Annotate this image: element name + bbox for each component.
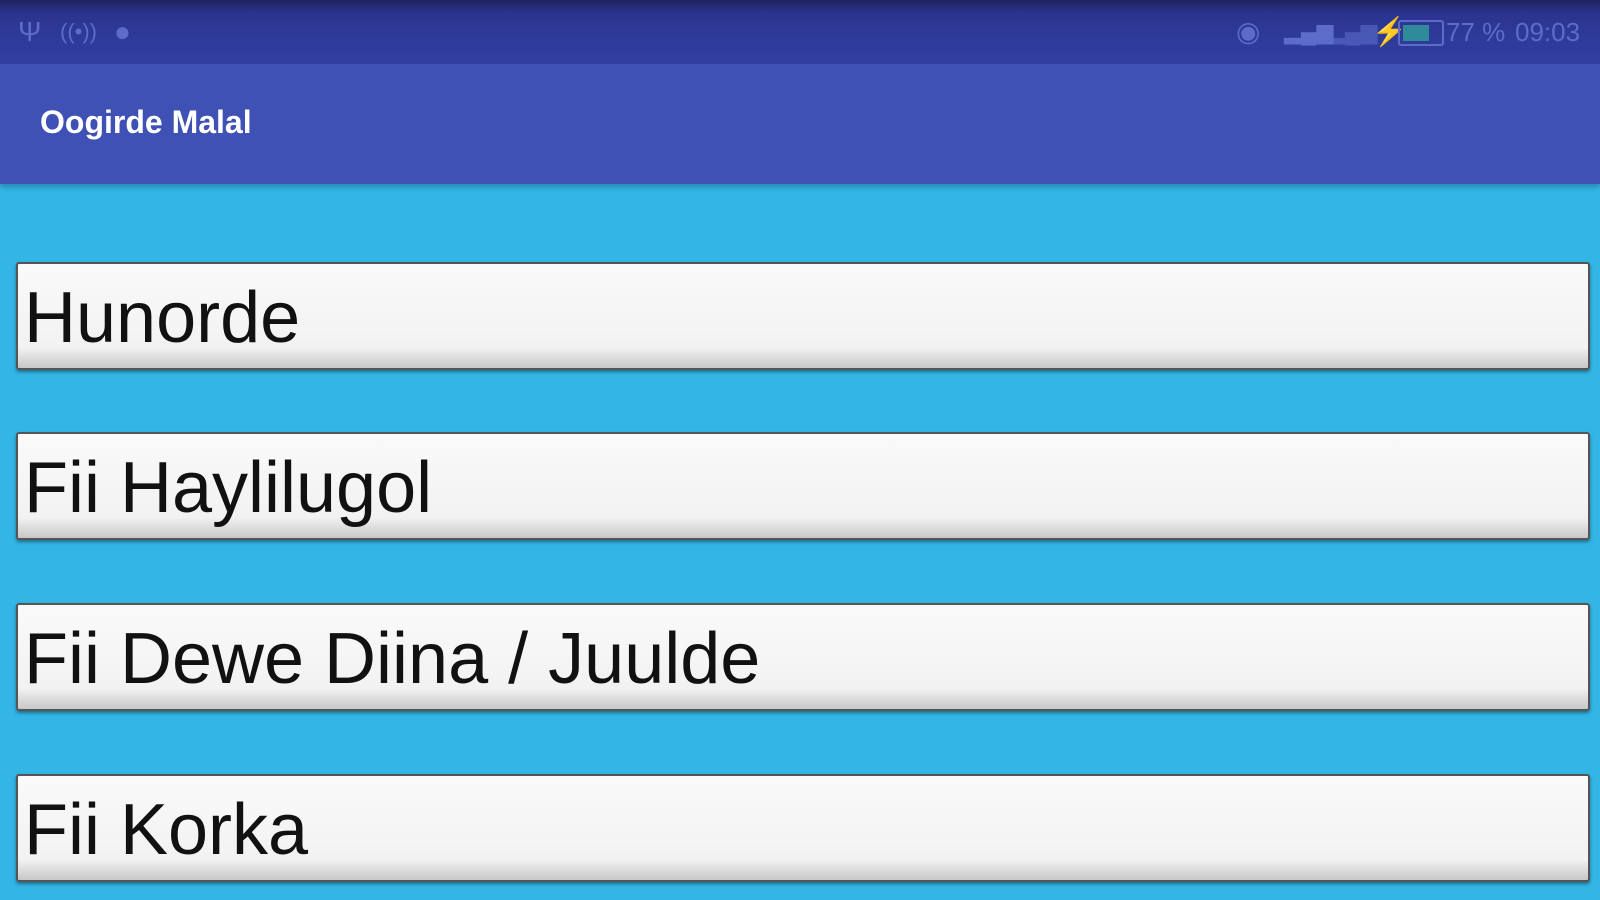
clock: 09:03 [1515, 17, 1581, 47]
battery-fill [1403, 25, 1430, 41]
signal-secondary-icon: ▂▄▆ [1328, 19, 1378, 44]
menu-button-dewe-diina[interactable]: Fii Dewe Diina / Juulde [16, 603, 1590, 711]
android-debug-icon: ● [114, 16, 131, 47]
usb-icon: Ψ [18, 16, 42, 47]
wifi-icon: ◉ [1236, 16, 1261, 47]
battery-percent: 77 % [1446, 17, 1506, 47]
menu-button-korka[interactable]: Fii Korka [16, 774, 1590, 882]
hotspot-icon: ((•)) [60, 19, 98, 44]
app-bar: Oogirde Malal [0, 64, 1600, 184]
menu-button-haylilugol[interactable]: Fii Haylilugol [16, 432, 1590, 540]
status-bar: Ψ ((•)) ● ◉ ▂▄▆ ▂▄▆ ⚡ 77 % 09:03 [0, 0, 1600, 64]
menu-button-hunorde[interactable]: Hunorde [16, 262, 1590, 370]
battery-icon [1398, 20, 1444, 46]
signal-icon: ▂▄▆ [1284, 19, 1334, 44]
app-title: Oogirde Malal [40, 104, 252, 140]
